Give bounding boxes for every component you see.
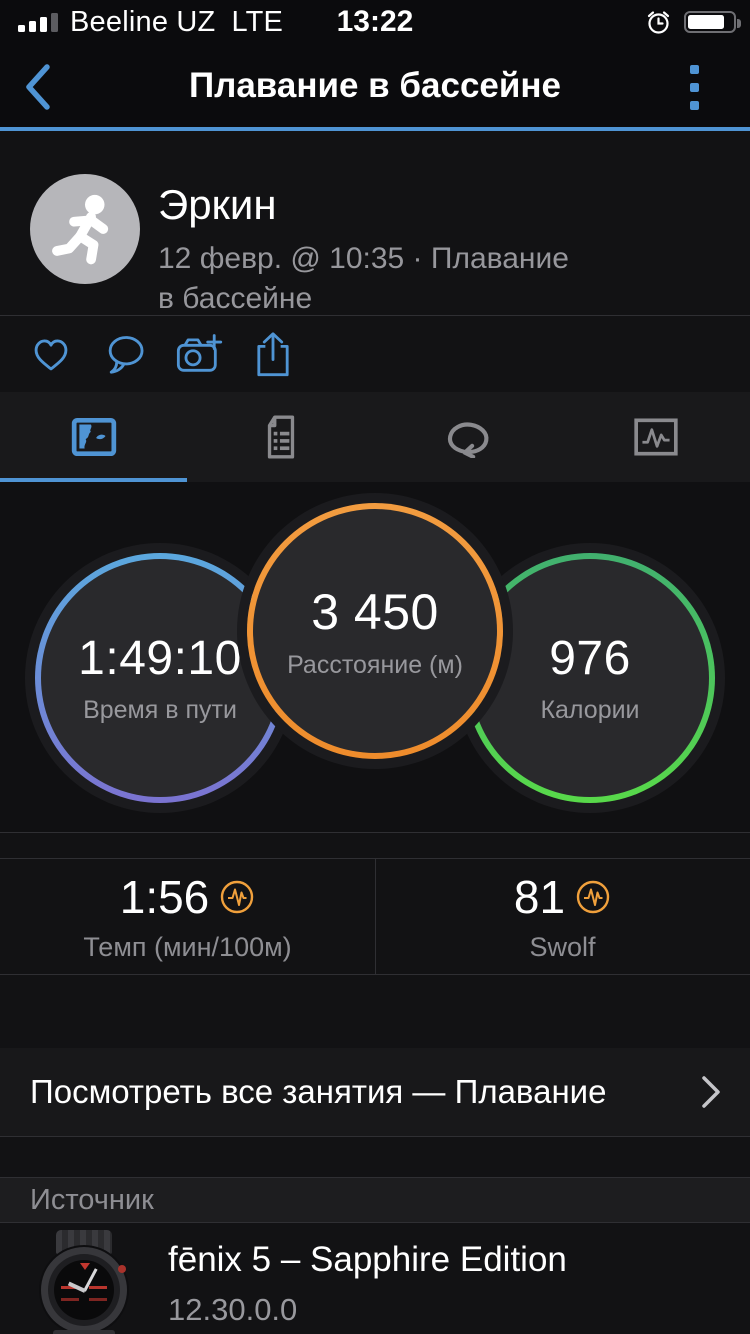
pulse-circle-icon <box>575 879 611 915</box>
swolf-stat: 81 Swolf <box>375 858 750 974</box>
tab-summary[interactable] <box>0 392 188 482</box>
user-name: Эркин <box>158 181 277 228</box>
kebab-menu-icon <box>689 64 699 74</box>
pace-stat: 1:56 Темп (мин/100м) <box>0 858 375 974</box>
loop-arrow-icon <box>445 416 493 458</box>
activity-date-type: 12 февр. @ 10:35 · Плавание в бассейне <box>158 242 569 315</box>
avatar <box>30 174 140 284</box>
nav-bar: Плавание в бассейне <box>0 44 750 131</box>
source-section-header: Источник <box>0 1178 750 1222</box>
battery-fill-level <box>688 15 724 29</box>
signal-strength-icon <box>18 12 58 32</box>
view-all-activities-link[interactable]: Посмотреть все занятия — Плавание <box>0 1048 750 1136</box>
calories-label: Калории <box>540 696 640 724</box>
selected-tab-indicator <box>0 478 187 482</box>
tab-charts[interactable] <box>563 392 750 482</box>
battery-icon <box>684 11 741 33</box>
stats-row: 1:56 Темп (мин/100м) 81 <box>0 858 750 974</box>
activity-owner-section: Эркин 12 февр. @ 10:35 · Плавание в басс… <box>0 131 750 316</box>
calories-value: 976 <box>549 632 631 685</box>
camera-add-icon <box>174 332 224 376</box>
pace-label: Темп (мин/100м) <box>83 931 292 962</box>
activity-tab-bar <box>0 392 750 482</box>
social-actions-row <box>0 316 750 392</box>
alarm-clock-icon <box>645 9 672 36</box>
calories-circle: 976 Калории <box>465 553 715 803</box>
moving-time-circle: 1:49:10 Время в пути <box>35 553 285 803</box>
document-list-icon <box>260 413 302 461</box>
pulse-circle-icon <box>219 879 255 915</box>
source-header-label: Источник <box>30 1183 154 1216</box>
pace-value: 1:56 <box>119 870 210 923</box>
add-photo-button[interactable] <box>174 331 224 377</box>
swolf-label: Swolf <box>529 931 596 962</box>
share-box-arrow-icon <box>252 330 294 378</box>
distance-label: Расстояние (м) <box>287 650 463 679</box>
tab-details[interactable] <box>188 392 376 482</box>
overflow-menu-button[interactable] <box>682 62 706 112</box>
network-type-label: LTE <box>231 5 284 38</box>
distance-value: 3 450 <box>311 583 439 640</box>
activity-snapshot-icon <box>70 413 118 461</box>
source-device-row[interactable]: fēnix 5 – Sapphire Edition 12.30.0.0 <box>0 1222 750 1334</box>
chevron-right-icon <box>700 1074 722 1110</box>
carrier-label: Beeline UZ <box>70 5 216 38</box>
moving-time-label: Время в пути <box>83 696 237 724</box>
moving-time-value: 1:49:10 <box>78 632 242 685</box>
chart-waveform-icon <box>632 415 680 459</box>
device-image <box>24 1230 142 1334</box>
chevron-left-icon <box>22 62 54 112</box>
tab-laps[interactable] <box>375 392 563 482</box>
back-button[interactable] <box>22 62 66 112</box>
heart-icon <box>30 334 72 374</box>
runner-icon <box>46 190 124 268</box>
like-button[interactable] <box>28 331 74 377</box>
summary-circles-section: 1:49:10 Время в пути 976 Калории 3 450 Р… <box>0 482 750 832</box>
share-button[interactable] <box>250 331 296 377</box>
comment-button[interactable] <box>102 331 148 377</box>
page-title: Плавание в бассейне <box>188 65 562 105</box>
status-bar: Beeline UZ LTE 13:22 <box>0 0 750 44</box>
view-all-activities-label: Посмотреть все занятия — Плавание <box>30 1073 607 1110</box>
device-name: fēnix 5 – Sapphire Edition <box>168 1240 567 1279</box>
device-firmware-version: 12.30.0.0 <box>168 1292 298 1327</box>
speech-bubble-icon <box>103 333 147 375</box>
distance-circle: 3 450 Расстояние (м) <box>247 503 503 759</box>
swolf-value: 81 <box>513 870 566 923</box>
